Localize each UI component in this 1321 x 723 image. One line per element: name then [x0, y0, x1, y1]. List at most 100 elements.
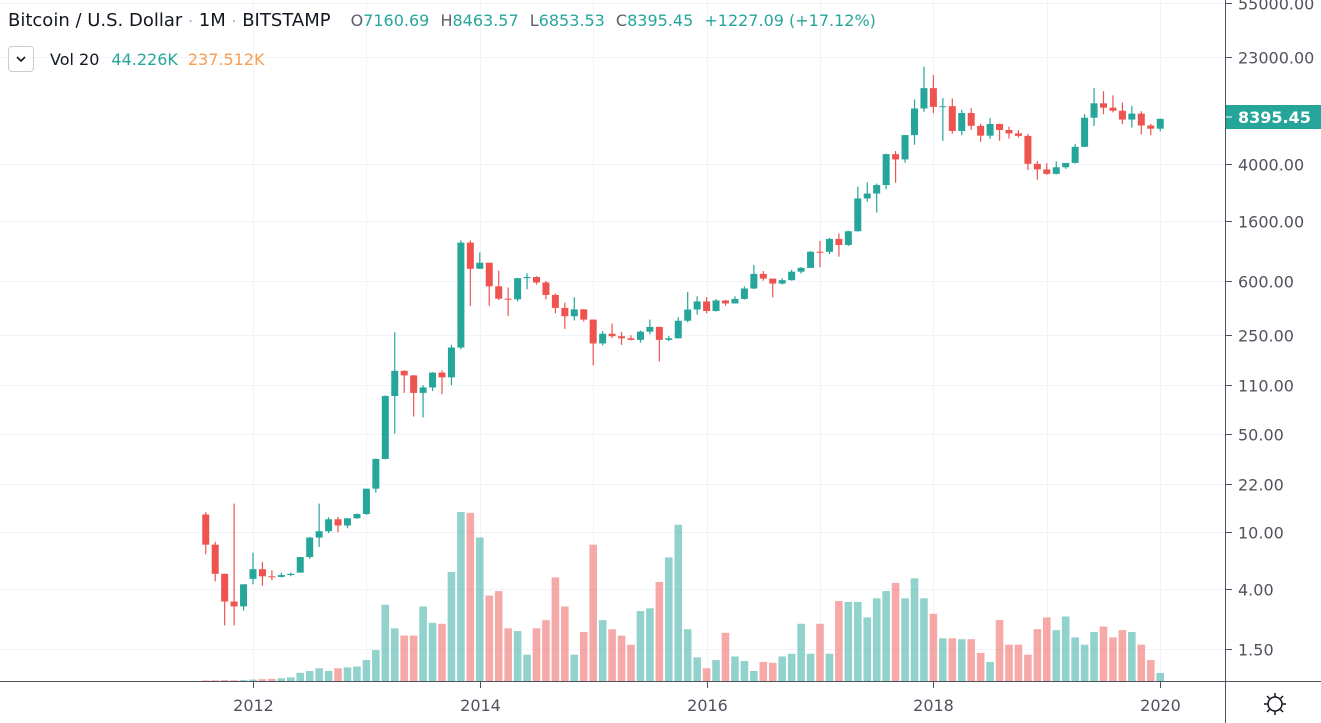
volume-bar: [901, 598, 909, 681]
candle-body: [929, 88, 937, 107]
symbol-title[interactable]: Bitcoin / U.S. Dollar: [8, 10, 183, 31]
volume-bar: [1128, 631, 1136, 681]
volume-bar: [1099, 626, 1108, 681]
grid: [0, 0, 1225, 681]
candle-body: [996, 123, 1004, 130]
volume-bar: [702, 668, 711, 681]
volume-bar: [476, 537, 484, 681]
candle-body: [778, 280, 786, 284]
volume-bar: [787, 653, 796, 681]
volume-bar: [220, 680, 229, 681]
volume-bar: [438, 623, 446, 681]
candle-body: [438, 372, 446, 378]
candle-body: [344, 518, 351, 526]
volume-bar: [636, 611, 645, 681]
volume-bar: [268, 678, 276, 681]
volume-bar: [485, 595, 494, 681]
volume-bar: [343, 667, 352, 681]
volume-bar: [731, 656, 739, 681]
candle-body: [570, 309, 578, 317]
candle-body: [873, 185, 881, 194]
candle-body: [920, 88, 928, 109]
volume-bar: [428, 622, 437, 681]
candle-body: [533, 277, 540, 283]
x-tick-label: 2016: [687, 696, 728, 715]
y-tick-label: 1.50: [1238, 641, 1274, 660]
volume-bar: [353, 666, 361, 681]
y-tick-label: 10.00: [1238, 524, 1284, 543]
candle-body: [1043, 169, 1051, 174]
collapse-toggle-button[interactable]: [8, 46, 34, 72]
candle-body: [882, 154, 890, 186]
candle-body: [892, 154, 900, 160]
candle-body: [797, 267, 805, 272]
volume-bar: [1043, 617, 1051, 681]
candle-body: [561, 307, 569, 317]
candle-body: [967, 113, 975, 126]
volume-bar: [1080, 644, 1089, 681]
candle-body: [750, 273, 758, 289]
price-axis[interactable]: 55000.00 23000.00 4000.00 1600.00 600.00 250.…: [1226, 0, 1314, 660]
volume-bar: [579, 631, 588, 681]
settings-gear-icon[interactable]: [1262, 691, 1288, 717]
volume-bar: [400, 635, 408, 681]
volume-bar: [1052, 630, 1061, 681]
interval[interactable]: 1M: [198, 10, 226, 31]
volume-bar: [655, 581, 664, 681]
candle-body: [939, 106, 947, 108]
y-tick-label: 55000.00: [1238, 0, 1314, 14]
volume-bar: [551, 577, 560, 681]
volume-bar: [532, 628, 541, 681]
volume-bar: [929, 613, 938, 681]
volume-bar: [447, 571, 456, 681]
candle-body: [400, 370, 408, 376]
candle-body: [1005, 129, 1013, 134]
volume-bar: [504, 628, 512, 681]
volume-bar: [1071, 637, 1079, 681]
volume-bar: [844, 601, 853, 681]
candle-body: [476, 262, 484, 269]
candle-body: [901, 135, 909, 160]
volume-bar: [1137, 644, 1146, 681]
candle-body: [391, 370, 399, 397]
high-value: 8463.57: [452, 11, 519, 30]
volume-bar: [863, 617, 872, 681]
volume-bar: [1061, 616, 1070, 681]
candle-body: [504, 298, 512, 300]
volume-bar: [778, 656, 786, 681]
candle-body: [986, 123, 994, 136]
y-tick-label: 50.00: [1238, 426, 1284, 445]
candle-body: [1128, 113, 1136, 120]
candle-body: [466, 242, 474, 269]
time-axis[interactable]: 2012 2014 2016 2018 2020: [233, 682, 1181, 715]
candle-body: [674, 320, 682, 339]
candle-body: [1033, 163, 1041, 170]
candle-body: [240, 584, 248, 607]
candle-body: [334, 519, 342, 526]
volume-value: 44.226K: [111, 49, 178, 69]
volume-bar: [372, 650, 380, 681]
candle-body: [1100, 103, 1107, 108]
last-price-value: 8395.45: [1238, 108, 1311, 127]
candle-body: [542, 282, 550, 295]
volume-bar: [570, 654, 579, 681]
volume-bar: [523, 654, 531, 681]
candle-body: [703, 301, 711, 312]
candle-body: [268, 576, 276, 578]
candle-body: [372, 458, 380, 489]
volume-bar: [608, 629, 616, 681]
candle-body: [485, 262, 493, 287]
volume-bar: [239, 680, 248, 681]
last-price-label: 8395.45: [1226, 105, 1321, 129]
volume-bar: [750, 671, 758, 681]
volume-bar: [305, 671, 314, 681]
volume-bar: [466, 512, 475, 681]
volume-bar: [816, 623, 824, 681]
volume-bar: [674, 524, 683, 681]
volume-bar: [976, 652, 985, 681]
candle-body: [551, 294, 559, 308]
candle-body: [230, 601, 238, 607]
volume-bar: [1109, 637, 1117, 681]
candle-body: [457, 242, 465, 348]
